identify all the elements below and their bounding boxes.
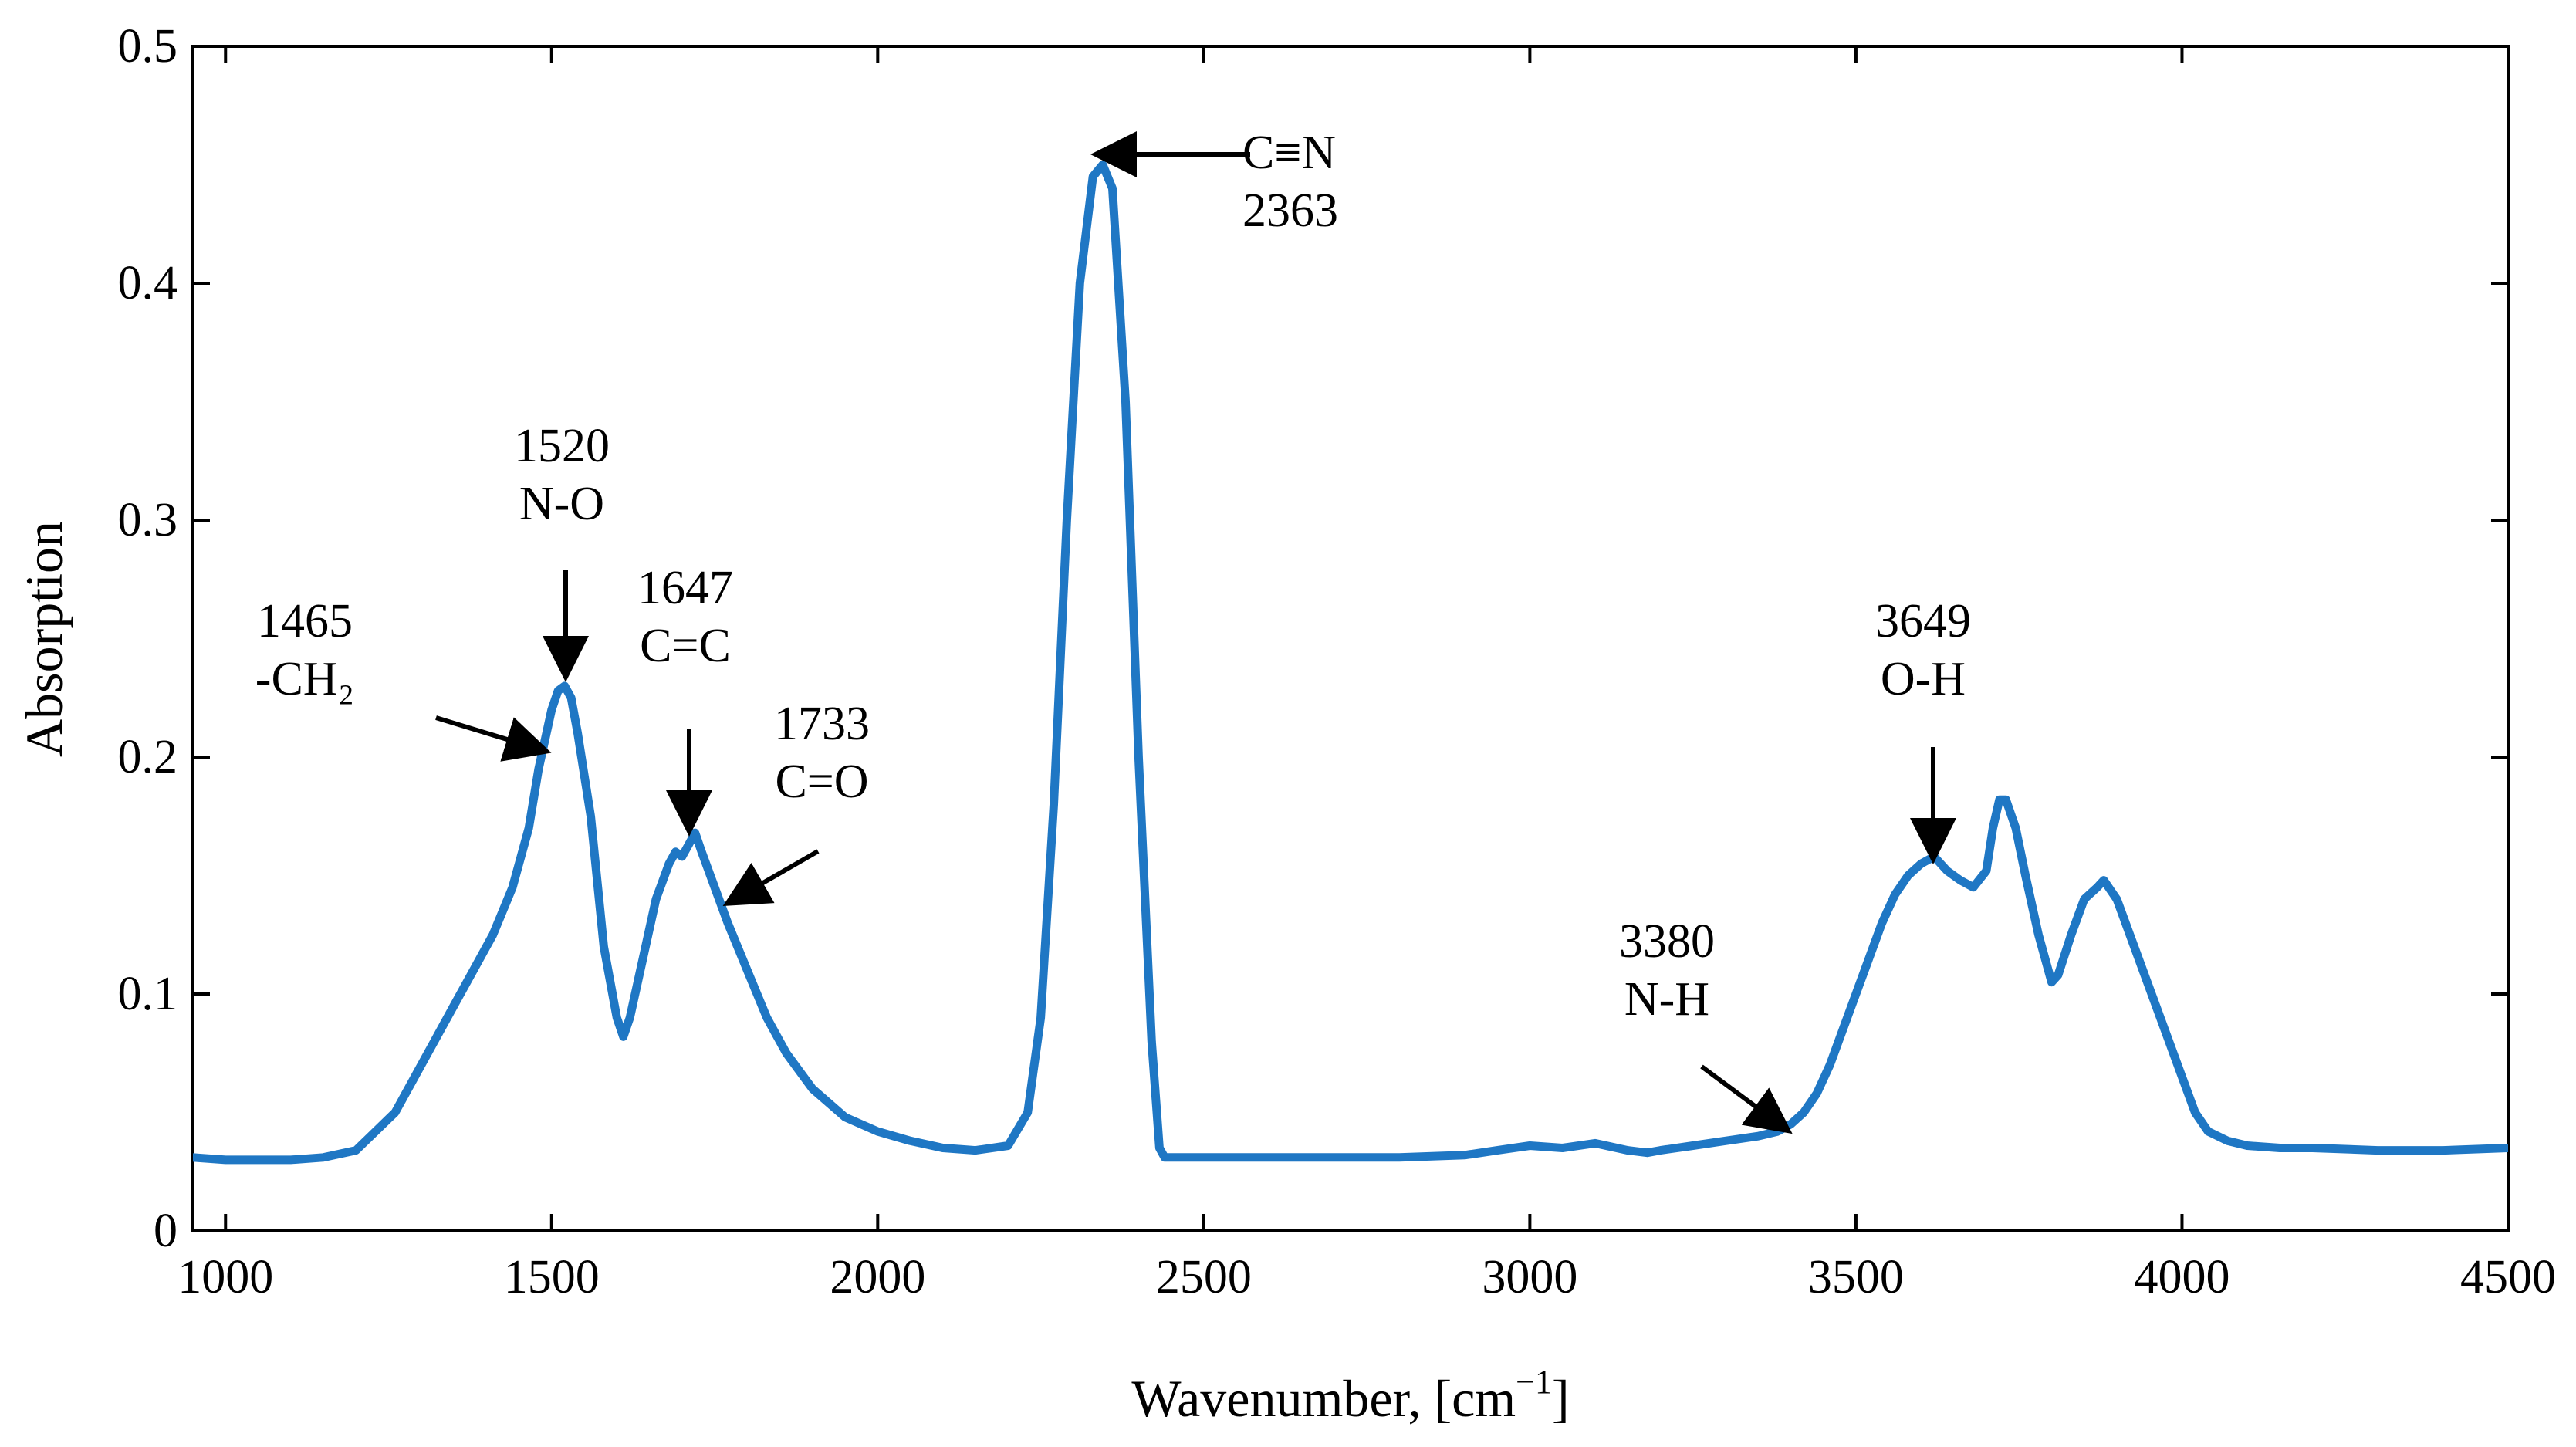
x-tick-label: 1000 (177, 1251, 273, 1303)
annotation-label: 1733 (774, 698, 870, 750)
annotation-label: N-O (519, 478, 604, 530)
peak-annotation: 1520 N-O (514, 420, 610, 682)
y-tick-label: 0.3 (118, 494, 178, 546)
annotation-label: C=O (775, 756, 868, 808)
annotation-label: 1647 (637, 562, 733, 614)
x-axis-title-main: Wavenumber, [cm (1131, 1369, 1516, 1428)
x-tick-label: 2500 (1156, 1251, 1252, 1303)
plot-frame (191, 45, 2510, 1232)
x-tick-label: 3500 (1808, 1251, 1904, 1303)
annotation-label: O-H (1881, 653, 1966, 705)
annotation-label: 1520 (514, 420, 610, 472)
tick-labels: 1000 1500 2000 2500 3000 3500 4000 4500 0 0.1 0.2 0… (118, 20, 2557, 1303)
annotation-label: 3649 (1875, 595, 1971, 647)
y-axis-title: Absorption (15, 521, 73, 757)
x-tick-label: 4000 (2134, 1251, 2229, 1303)
annotation-arrow (722, 849, 820, 906)
y-tick-label: 0.1 (118, 968, 178, 1020)
peak-annotation: 3649 O-H (1875, 595, 1971, 864)
annotation-label: 3380 (1619, 915, 1715, 968)
annotation-arrow (435, 715, 552, 762)
annotation-label: N-H (1624, 973, 1709, 1026)
peak-annotation: 1733 C=O (722, 698, 870, 906)
x-tick-label: 1500 (504, 1251, 600, 1303)
annotation-label: 1465 (257, 595, 353, 647)
peak-annotation: 1465 -CH₂ (255, 595, 552, 762)
y-tick-label: 0.2 (118, 731, 178, 783)
annotation-label: 2363 (1242, 184, 1338, 237)
y-tick-label: 0.4 (118, 257, 178, 309)
peak-annotation: 1647 C=C (637, 562, 733, 837)
x-tick-label: 2000 (830, 1251, 925, 1303)
annotation-label: C=C (640, 620, 731, 672)
x-axis-title-close: ] (1552, 1369, 1570, 1428)
y-tick-label: 0 (154, 1205, 177, 1257)
x-axis-title-sup: −1 (1516, 1363, 1552, 1401)
annotation-label: C≡N (1242, 127, 1336, 179)
x-axis-title: Wavenumber, [cm−1] (1131, 1363, 1569, 1428)
y-tick-label: 0.5 (118, 20, 178, 73)
spectrum-line (193, 161, 2508, 1165)
axis-ticks (193, 45, 2510, 1232)
annotation-label: -CH₂ (255, 653, 354, 705)
annotation-arrow (1700, 1064, 1793, 1134)
x-tick-label: 4500 (2460, 1251, 2556, 1303)
x-tick-label: 3000 (1482, 1251, 1577, 1303)
